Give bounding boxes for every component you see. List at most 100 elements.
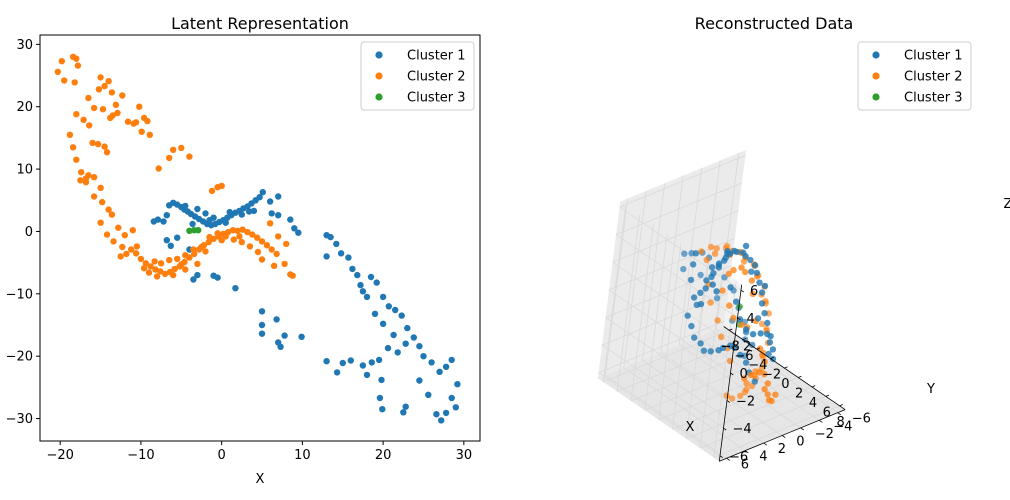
legend-item-cluster-3[interactable]: Cluster 3 [872,91,963,106]
cluster-2-point [85,94,92,102]
cluster-1-point [281,332,288,339]
cluster-1-point [753,269,761,277]
cluster-2-point [174,255,181,263]
cluster-2-point [748,277,756,284]
y-tick-label: 30 [16,38,33,53]
cluster-2-point [152,266,159,273]
cluster-1-point [298,333,305,340]
cluster-2-point [112,101,120,109]
x-tick-mark [825,394,830,397]
cluster-1-point [371,310,379,317]
cluster-2-point [703,256,710,264]
legend-frame [360,41,475,111]
cluster-2-point [273,250,280,258]
tick-label: 6 [741,457,749,472]
cluster-1-point [680,265,687,273]
cluster-1-point [275,193,282,200]
grid-line [615,234,738,319]
cluster-2-point [90,174,98,181]
scatter-points [680,242,779,405]
cluster-1-point [688,322,695,330]
plot-frame [39,34,481,442]
y-axis-label: Y [926,382,935,397]
cluster-2-point [90,193,98,200]
y-tick-mark [763,442,768,446]
legend-item-cluster-3[interactable]: Cluster 3 [375,91,466,106]
legend-item-cluster-1[interactable]: Cluster 1 [375,49,466,64]
cluster-1-point [347,357,354,364]
cluster-1-point [194,205,201,213]
cluster-1-point [359,288,367,295]
cluster-1-point [452,404,459,411]
cluster-1-point [442,409,450,417]
cluster-2-point [765,397,773,404]
cluster-2-point [142,260,149,267]
cluster-3-point [195,227,202,234]
cluster-2-point [155,165,162,172]
x-axis-label: X [686,420,695,435]
y-tick-label: 0 [25,225,33,240]
legend[interactable]: Cluster 1 Cluster 2 Cluster 3 [857,41,972,111]
legend-item-cluster-1[interactable]: Cluster 1 [872,49,963,64]
cluster-1-point [715,264,722,271]
cluster-2-point [772,391,779,398]
legend-item-cluster-2[interactable]: Cluster 2 [375,70,466,85]
cluster-1-point [363,371,371,379]
cluster-1-point [448,356,455,364]
cluster-1-point [754,315,762,322]
cluster-1-point [761,282,769,290]
cluster-1-point [721,257,728,264]
y-tick-label: 10 [16,163,33,178]
cluster-1-point [357,281,364,289]
cluster-2-point [138,128,145,135]
x-tick-mark [839,404,843,407]
cluster-2-point [713,245,720,252]
chart-title: Latent Representation [171,14,349,33]
x-tick-mark [742,338,747,341]
cluster-1-point [232,285,239,292]
cluster-2-point [755,369,763,376]
cluster-1-point [394,349,401,356]
cluster-1-point [268,210,275,217]
cluster-2-point [244,228,251,236]
cluster-2-point [246,243,254,250]
cluster-1-point [154,216,162,223]
cluster-2-point [108,89,116,96]
cluster-2-point [218,182,225,190]
cluster-1-point [416,377,423,384]
tick-label: 2 [743,339,751,354]
cluster-1-point [764,319,771,327]
y-tick-mark [800,427,805,431]
cluster-2-point [707,243,715,251]
cluster-1-point [433,411,440,418]
grid-line [642,359,764,444]
cluster-2-point [82,175,90,182]
cluster-1-point [721,274,728,281]
cluster-2-point [97,184,104,191]
cluster-2-point [718,333,725,341]
cluster-1-point [681,250,688,257]
cluster-1-point [354,271,361,279]
scatter-points [54,53,461,424]
cluster-1-point [404,324,411,332]
x-tick-mark [811,385,816,388]
cluster-1-point [737,351,744,359]
legend-item-cluster-2[interactable]: Cluster 2 [872,70,963,85]
cluster-2-point [698,248,705,255]
y-tick-mark [837,412,842,416]
cluster-1-point [402,340,409,347]
tick-label: 2 [795,387,803,402]
cluster-1-point [266,198,274,205]
legend-label: Cluster 1 [904,49,963,64]
cluster-2-point [97,219,104,226]
cluster-2-point [236,233,243,240]
cluster-2-point [137,255,145,263]
cluster-2-point [738,264,745,271]
cluster-2-point [764,391,771,398]
tick-label: 2 [778,442,786,457]
cluster-2-point [723,392,730,399]
y-axis-line [719,409,846,462]
cluster-2-point [747,371,755,379]
cluster-2-point [205,238,212,246]
legend[interactable]: Cluster 1 Cluster 2 Cluster 3 [360,41,475,111]
